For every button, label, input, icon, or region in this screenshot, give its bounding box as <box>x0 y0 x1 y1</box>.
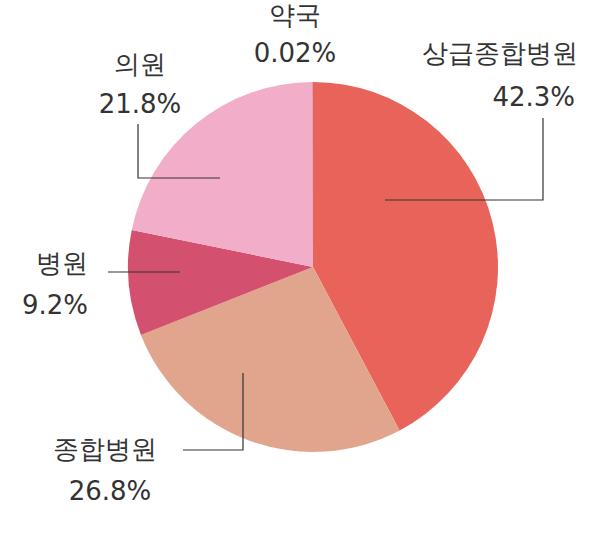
category-label: 상급종합병원 <box>422 38 578 68</box>
category-label: 병원 <box>36 248 88 278</box>
leader-line <box>108 271 180 272</box>
category-label: 의원 <box>114 49 166 79</box>
pie-chart: 상급종합병원 42.3% 종합병원 26.8% 병원 9.2% 의원 21.8% 약국 0.02% <box>0 0 600 534</box>
data-label: 0.02% <box>254 38 337 68</box>
chart-container: 상급종합병원 42.3% 종합병원 26.8% 병원 9.2% 의원 21.8% 약국 0.02% <box>0 0 600 534</box>
category-label: 종합병원 <box>53 434 157 464</box>
data-label: 26.8% <box>69 476 152 506</box>
labels: 상급종합병원 42.3% 종합병원 26.8% 병원 9.2% 의원 21.8% 약국 0.02% <box>22 0 578 506</box>
category-label: 약국 <box>269 0 321 30</box>
data-label: 21.8% <box>99 89 182 119</box>
data-label: 42.3% <box>492 82 575 112</box>
leader-line <box>183 373 243 450</box>
leader-line <box>138 124 220 178</box>
data-label: 9.2% <box>22 290 88 320</box>
leader-line <box>385 118 543 200</box>
slices <box>128 82 498 452</box>
pie-slice <box>312 82 313 267</box>
